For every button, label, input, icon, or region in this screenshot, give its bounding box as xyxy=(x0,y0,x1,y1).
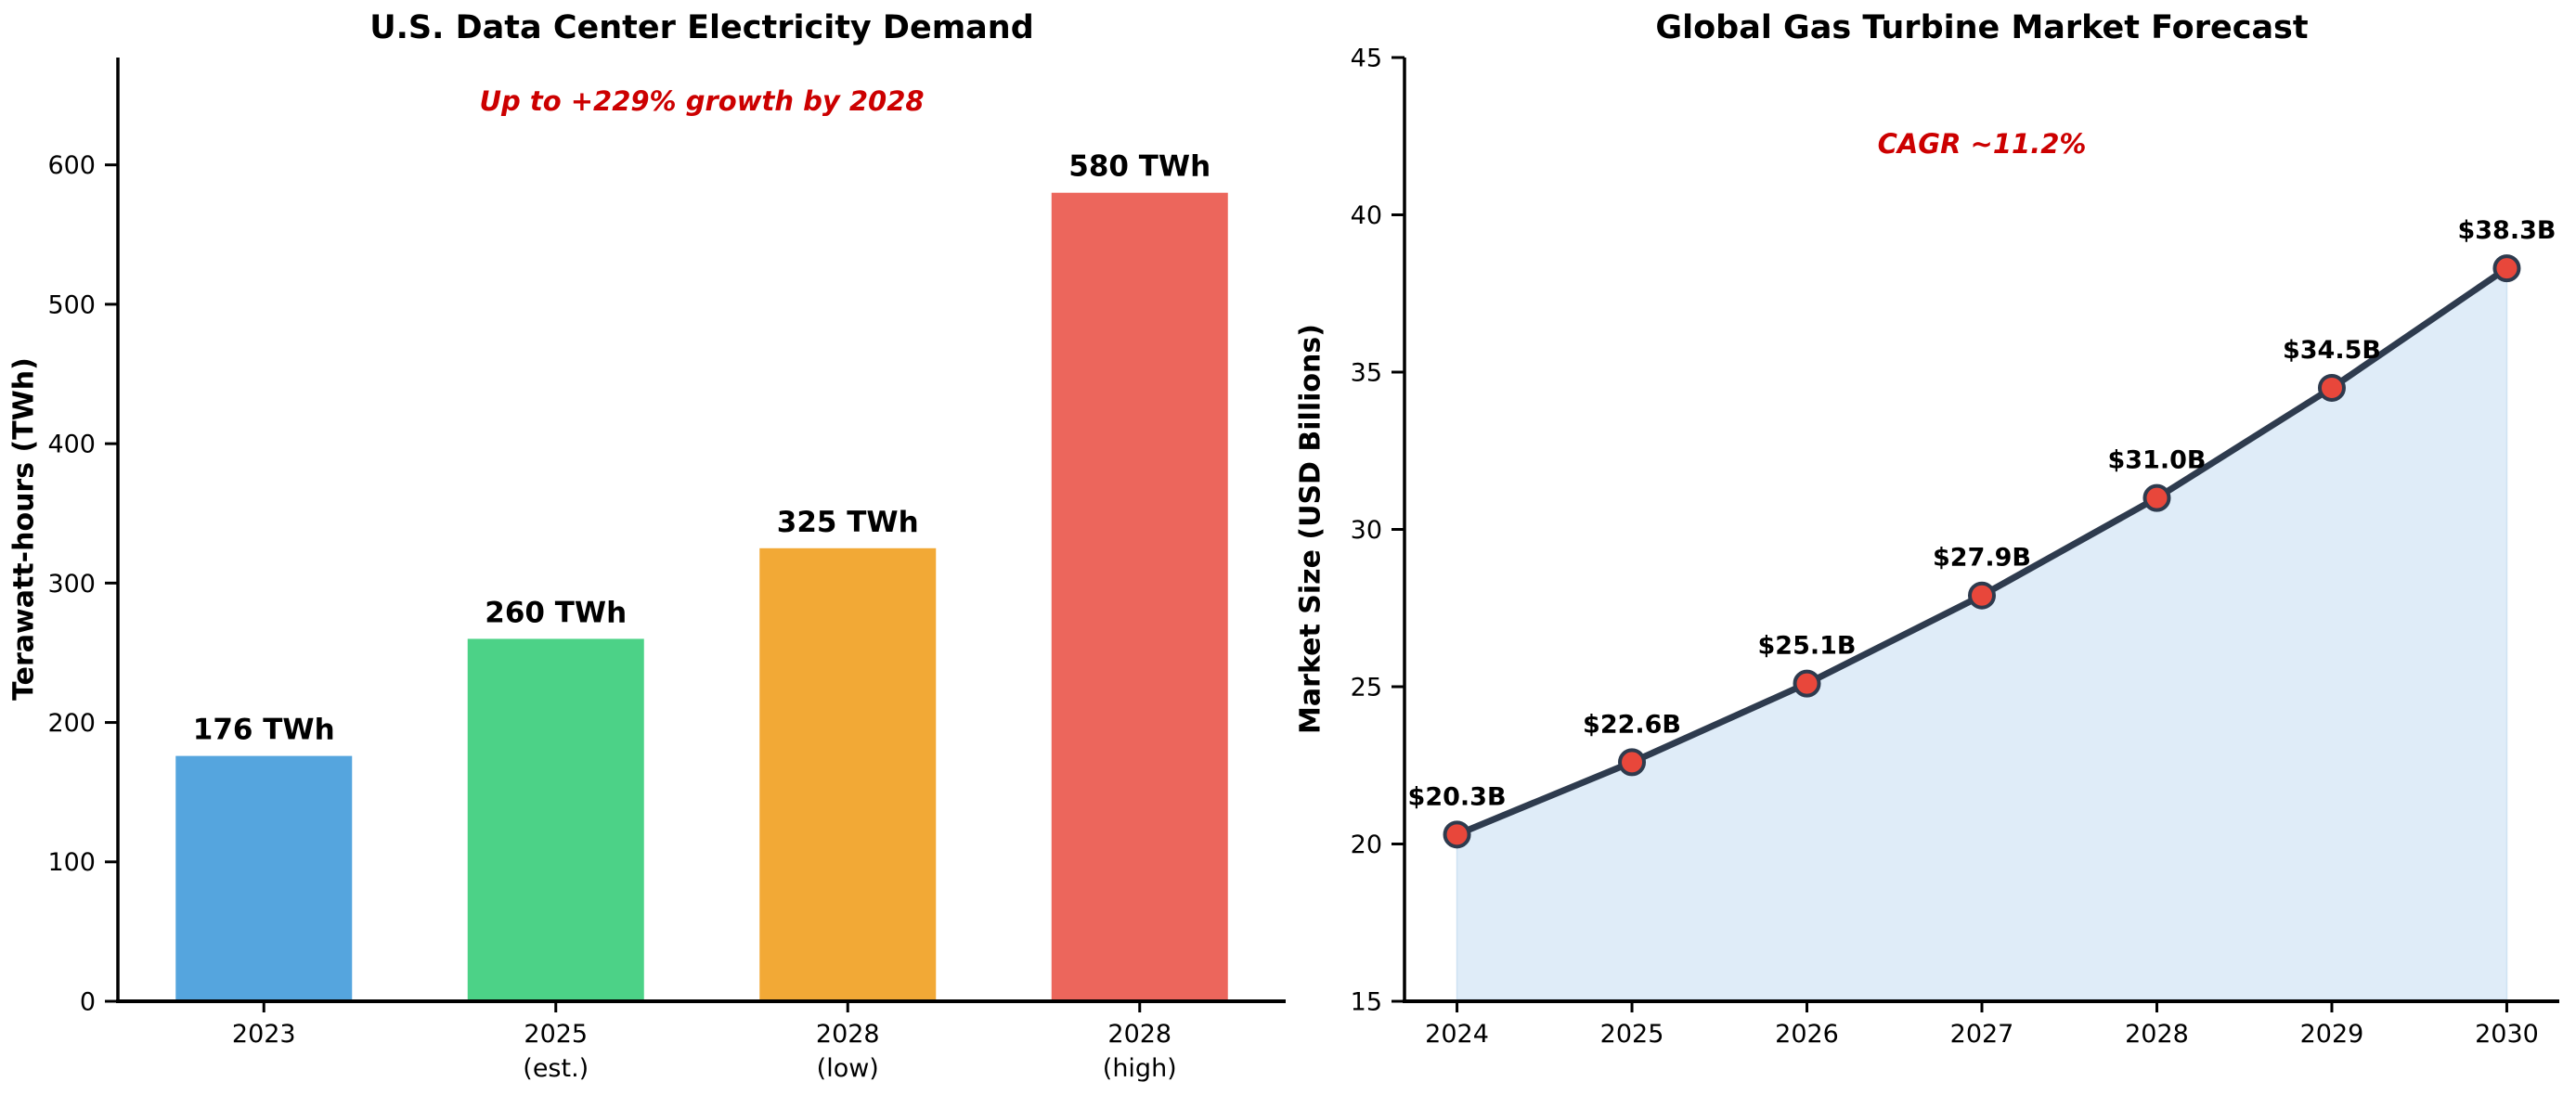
y-tick-label: 45 xyxy=(1351,44,1382,72)
x-tick-label: 2023 xyxy=(232,1020,296,1049)
bar-value-label: 176 TWh xyxy=(193,714,335,747)
line-chart-cagr-annotation: CAGR ~11.2% xyxy=(1877,128,2087,160)
data-point-marker xyxy=(2317,373,2346,402)
data-point-marker xyxy=(2142,483,2171,512)
x-tick-label: 2027 xyxy=(1950,1020,2014,1049)
y-tick-label: 200 xyxy=(47,709,96,738)
bar-chart: 0 100 200 300 400 500 600 176 TWh 2023 260 TWh 202… xyxy=(47,58,1286,1083)
bar-value-label: 260 TWh xyxy=(485,596,627,629)
y-tick-label: 100 xyxy=(47,848,96,877)
x-tick-label: 2028 xyxy=(816,1020,880,1049)
bar-2028 xyxy=(1051,192,1228,1002)
data-point-marker xyxy=(1618,748,1647,777)
bar-value-label: 580 TWh xyxy=(1068,150,1210,184)
data-point-label: $20.3B xyxy=(1408,782,1507,811)
data-point-label: $38.3B xyxy=(2457,216,2556,245)
bar-2023 xyxy=(175,755,353,1001)
bar-value-label: 325 TWh xyxy=(777,506,919,539)
x-tick-label: 2025 xyxy=(524,1020,588,1049)
y-tick-label: 300 xyxy=(47,570,96,599)
data-point-marker xyxy=(1793,669,1821,698)
bar-2028 xyxy=(759,548,937,1001)
y-tick-label: 25 xyxy=(1351,673,1382,702)
data-point-label: $34.5B xyxy=(2283,336,2381,365)
x-tick-label: (high) xyxy=(1103,1054,1177,1083)
x-tick-label: 2025 xyxy=(1600,1020,1664,1049)
y-tick-label: 30 xyxy=(1351,516,1382,545)
data-point-label: $22.6B xyxy=(1583,710,1681,739)
y-tick-label: 40 xyxy=(1351,201,1382,230)
y-tick-label: 20 xyxy=(1351,831,1382,859)
data-point-label: $25.1B xyxy=(1758,632,1857,661)
x-tick-label: 2028 xyxy=(1107,1020,1171,1049)
y-tick-label: 0 xyxy=(80,987,96,1016)
x-tick-label: (est.) xyxy=(523,1054,589,1083)
bar-chart-growth-annotation: Up to +229% growth by 2028 xyxy=(479,85,925,117)
x-tick-label: 2029 xyxy=(2300,1020,2364,1049)
data-point-marker xyxy=(1968,581,1996,610)
data-point-label: $31.0B xyxy=(2107,446,2206,475)
y-tick-label: 600 xyxy=(47,151,96,180)
y-tick-label: 35 xyxy=(1351,358,1382,387)
bar-2025 xyxy=(467,638,644,1001)
x-tick-label: (low) xyxy=(817,1054,879,1083)
x-tick-label: 2028 xyxy=(2125,1020,2189,1049)
bar-chart-title: U.S. Data Center Electricity Demand xyxy=(369,9,1034,46)
x-tick-label: 2026 xyxy=(1775,1020,1839,1049)
data-point-label: $27.9B xyxy=(1933,544,2031,573)
y-tick-label: 400 xyxy=(47,431,96,459)
data-point-marker xyxy=(2492,254,2521,283)
bar-chart-y-axis-label: Terawatt-hours (TWh) xyxy=(7,357,41,701)
x-tick-label: 2030 xyxy=(2475,1020,2539,1049)
line-chart-y-axis-label: Market Size (USD Billions) xyxy=(1294,324,1327,734)
y-tick-label: 500 xyxy=(47,290,96,319)
data-point-marker xyxy=(1443,820,1471,849)
line-chart-title: Global Gas Turbine Market Forecast xyxy=(1655,9,2309,46)
y-tick-label: 15 xyxy=(1351,987,1382,1016)
x-tick-label: 2024 xyxy=(1425,1020,1489,1049)
